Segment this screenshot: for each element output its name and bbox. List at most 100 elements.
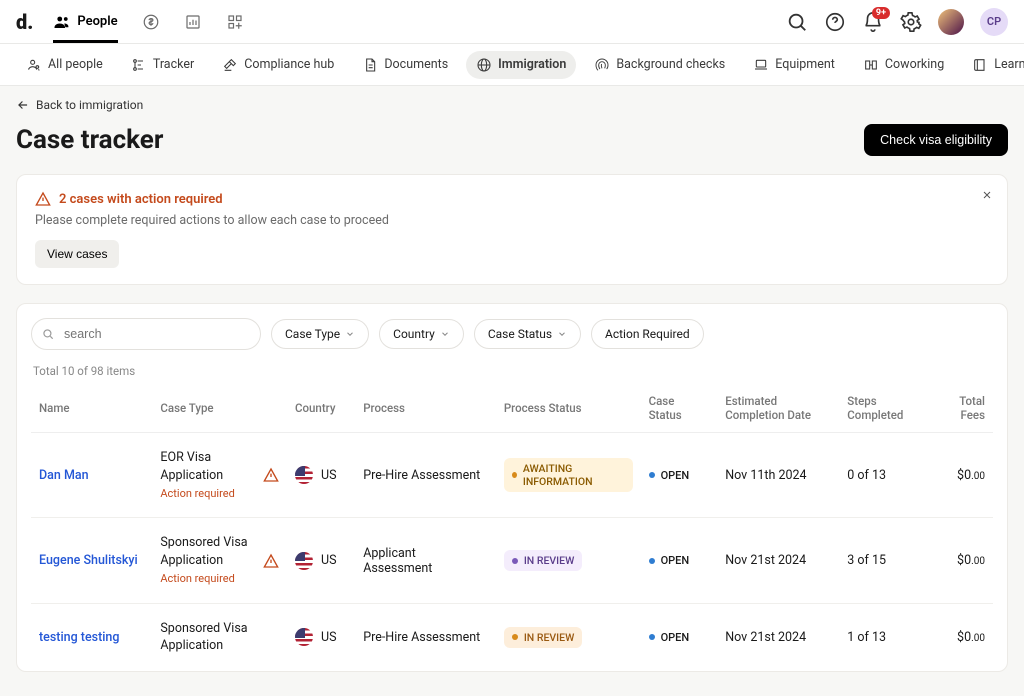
country-code: US [321,630,337,645]
filter-case-type[interactable]: Case Type [271,319,369,349]
filters-row: Case Type Country Case Status Action Req… [31,318,993,350]
flag-us-icon [295,628,313,646]
subnav-immigration[interactable]: Immigration [466,51,576,79]
warning-icon [263,467,279,483]
case-type-label: Sponsored Visa Application [160,534,255,569]
page-body: Back to immigration Case tracker Check v… [0,86,1024,696]
flag-us-icon [295,552,313,570]
subnav-label: Learning [994,57,1024,72]
book-icon [972,57,988,73]
subnav-learning[interactable]: Learning [962,51,1024,79]
page-header: Case tracker Check visa eligibility [16,124,1008,156]
subnav-compliance[interactable]: Compliance hub [212,51,344,79]
warning-icon [35,191,51,207]
table-row[interactable]: Eugene Shulitskyi Sponsored Visa Applicat… [31,518,993,603]
status-dot-icon [649,634,655,640]
topnav-apps[interactable] [226,0,244,43]
tracker-icon [131,57,147,73]
subnav-label: Coworking [885,57,944,72]
filter-label: Country [393,327,435,341]
notifications-button[interactable]: 9+ [862,11,884,33]
filter-case-status[interactable]: Case Status [474,319,581,349]
search-wrap [31,318,261,350]
col-casetype[interactable]: Case Type [152,384,287,433]
gear-icon [900,11,922,33]
subnav-equipment[interactable]: Equipment [743,51,845,79]
process-label: Applicant Assessment [355,518,496,603]
col-name[interactable]: Name [31,384,152,433]
col-steps[interactable]: Steps Completed [839,384,926,433]
action-required-label: Action required [160,486,255,501]
completion-date: Nov 11th 2024 [717,433,839,518]
status-dot-icon [649,472,655,478]
case-type-label: Sponsored Visa Application [160,620,279,655]
subnav-label: Equipment [775,57,835,72]
topnav: People [53,0,243,43]
subnav-background-checks[interactable]: Background checks [584,51,735,79]
settings-button[interactable] [900,11,922,33]
subnav-label: Compliance hub [244,57,334,72]
avatar-photo[interactable] [938,9,964,35]
status-dot-icon [512,634,518,640]
steps-completed: 1 of 13 [839,603,926,671]
topbar: d. People 9+ CP [0,0,1024,44]
table-header-row: Name Case Type Country Process Process S… [31,384,993,433]
total-fee: $0.00 [927,603,993,671]
col-process[interactable]: Process [355,384,496,433]
cases-table: Name Case Type Country Process Process S… [31,384,993,671]
subnav-documents[interactable]: Documents [352,51,458,79]
view-cases-button[interactable]: View cases [35,240,119,268]
case-name-link[interactable]: testing testing [39,630,119,645]
filter-country[interactable]: Country [379,319,464,349]
status-dot-icon [512,558,518,564]
doc-icon [362,57,378,73]
col-date[interactable]: Estimated Completion Date [717,384,839,433]
action-required-label: Action required [160,571,255,586]
help-button[interactable] [824,11,846,33]
chevron-down-icon [440,329,450,339]
chevron-down-icon [557,329,567,339]
total-count: Total 10 of 98 items [31,364,993,378]
case-name-link[interactable]: Dan Man [39,468,89,483]
people-icon [53,13,71,31]
subnav-all-people[interactable]: All people [16,51,113,79]
status-dot-icon [649,558,655,564]
process-status-pill: AWAITING INFORMATION [504,458,633,492]
search-button[interactable] [786,11,808,33]
filter-action-required[interactable]: Action Required [591,319,704,349]
back-label: Back to immigration [36,98,143,112]
topbar-right: 9+ CP [786,8,1008,36]
alert-card: 2 cases with action required Please comp… [16,174,1008,285]
table-row[interactable]: testing testing Sponsored Visa Applicatio… [31,603,993,671]
arrow-left-icon [16,98,30,112]
search-input[interactable] [31,318,261,350]
warning-icon [263,553,279,569]
table-card: Case Type Country Case Status Action Req… [16,303,1008,672]
flag-us-icon [295,466,313,484]
subnav-label: Documents [384,57,448,72]
completion-date: Nov 21st 2024 [717,603,839,671]
topnav-dollar[interactable] [142,0,160,43]
col-country[interactable]: Country [287,384,355,433]
process-label: Pre-Hire Assessment [355,433,496,518]
back-link[interactable]: Back to immigration [16,98,1008,112]
filter-label: Case Status [488,327,552,341]
avatar-initials[interactable]: CP [980,8,1008,36]
laptop-icon [753,57,769,73]
steps-completed: 3 of 15 [839,518,926,603]
alert-close[interactable] [981,189,993,205]
subnav-coworking[interactable]: Coworking [853,51,954,79]
topnav-chart[interactable] [184,0,202,43]
dollar-icon [142,13,160,31]
check-visa-button[interactable]: Check visa eligibility [864,124,1008,156]
col-process-status[interactable]: Process Status [496,384,641,433]
topnav-people[interactable]: People [53,0,117,43]
subnav-tracker[interactable]: Tracker [121,51,204,79]
table-row[interactable]: Dan Man EOR Visa Application Action requir… [31,433,993,518]
case-type-label: EOR Visa Application [160,449,255,484]
case-name-link[interactable]: Eugene Shulitskyi [39,553,138,568]
col-fees[interactable]: Total Fees [927,384,993,433]
alert-title: 2 cases with action required [59,192,223,207]
logo[interactable]: d. [16,10,33,34]
col-case-status[interactable]: Case Status [641,384,718,433]
